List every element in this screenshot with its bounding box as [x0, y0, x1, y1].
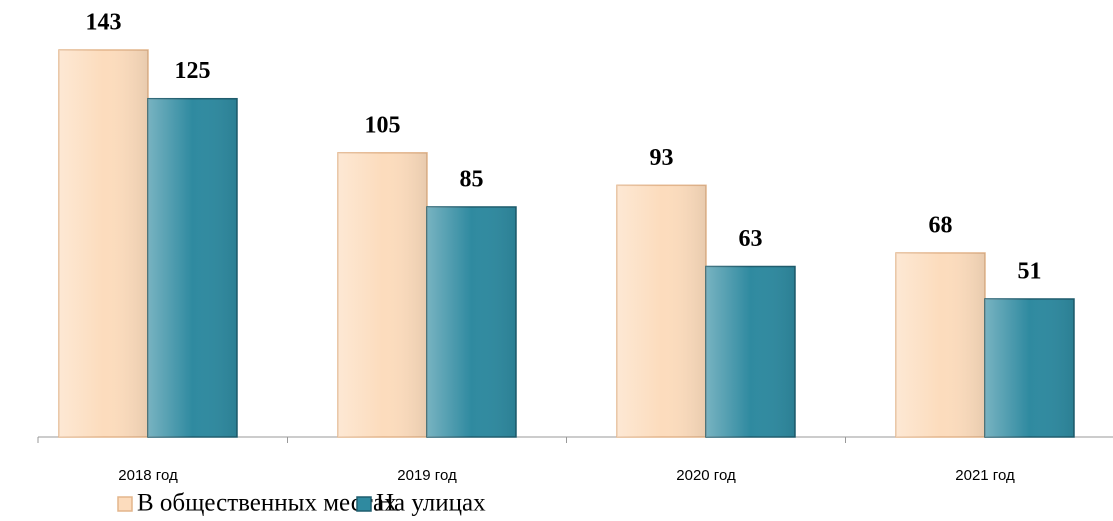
bar-shine	[706, 266, 795, 437]
data-label: 63	[739, 226, 763, 252]
x-tick-label: 2020 год	[676, 467, 736, 484]
data-label: 85	[460, 166, 484, 192]
bar-shine	[617, 185, 706, 437]
data-label: 125	[175, 58, 211, 84]
legend-swatch	[356, 496, 372, 512]
data-label: 93	[650, 145, 674, 171]
bar-shine	[985, 298, 1074, 437]
legend-label: На улицах	[376, 490, 486, 517]
bar-shine	[59, 50, 148, 437]
x-tick-label: 2019 год	[397, 467, 457, 484]
data-label: 143	[86, 10, 122, 36]
data-label: 105	[365, 112, 401, 138]
bar-shine	[148, 98, 237, 437]
bar-shine	[896, 252, 985, 437]
bar-shine	[338, 152, 427, 437]
bar-shine	[427, 206, 516, 437]
data-label: 51	[1018, 258, 1042, 284]
x-tick-label: 2018 год	[118, 467, 178, 484]
x-tick-label: 2021 год	[955, 467, 1015, 484]
legend-label: В общественных местах	[137, 490, 397, 517]
data-label: 68	[929, 212, 953, 238]
legend-swatch	[117, 496, 133, 512]
